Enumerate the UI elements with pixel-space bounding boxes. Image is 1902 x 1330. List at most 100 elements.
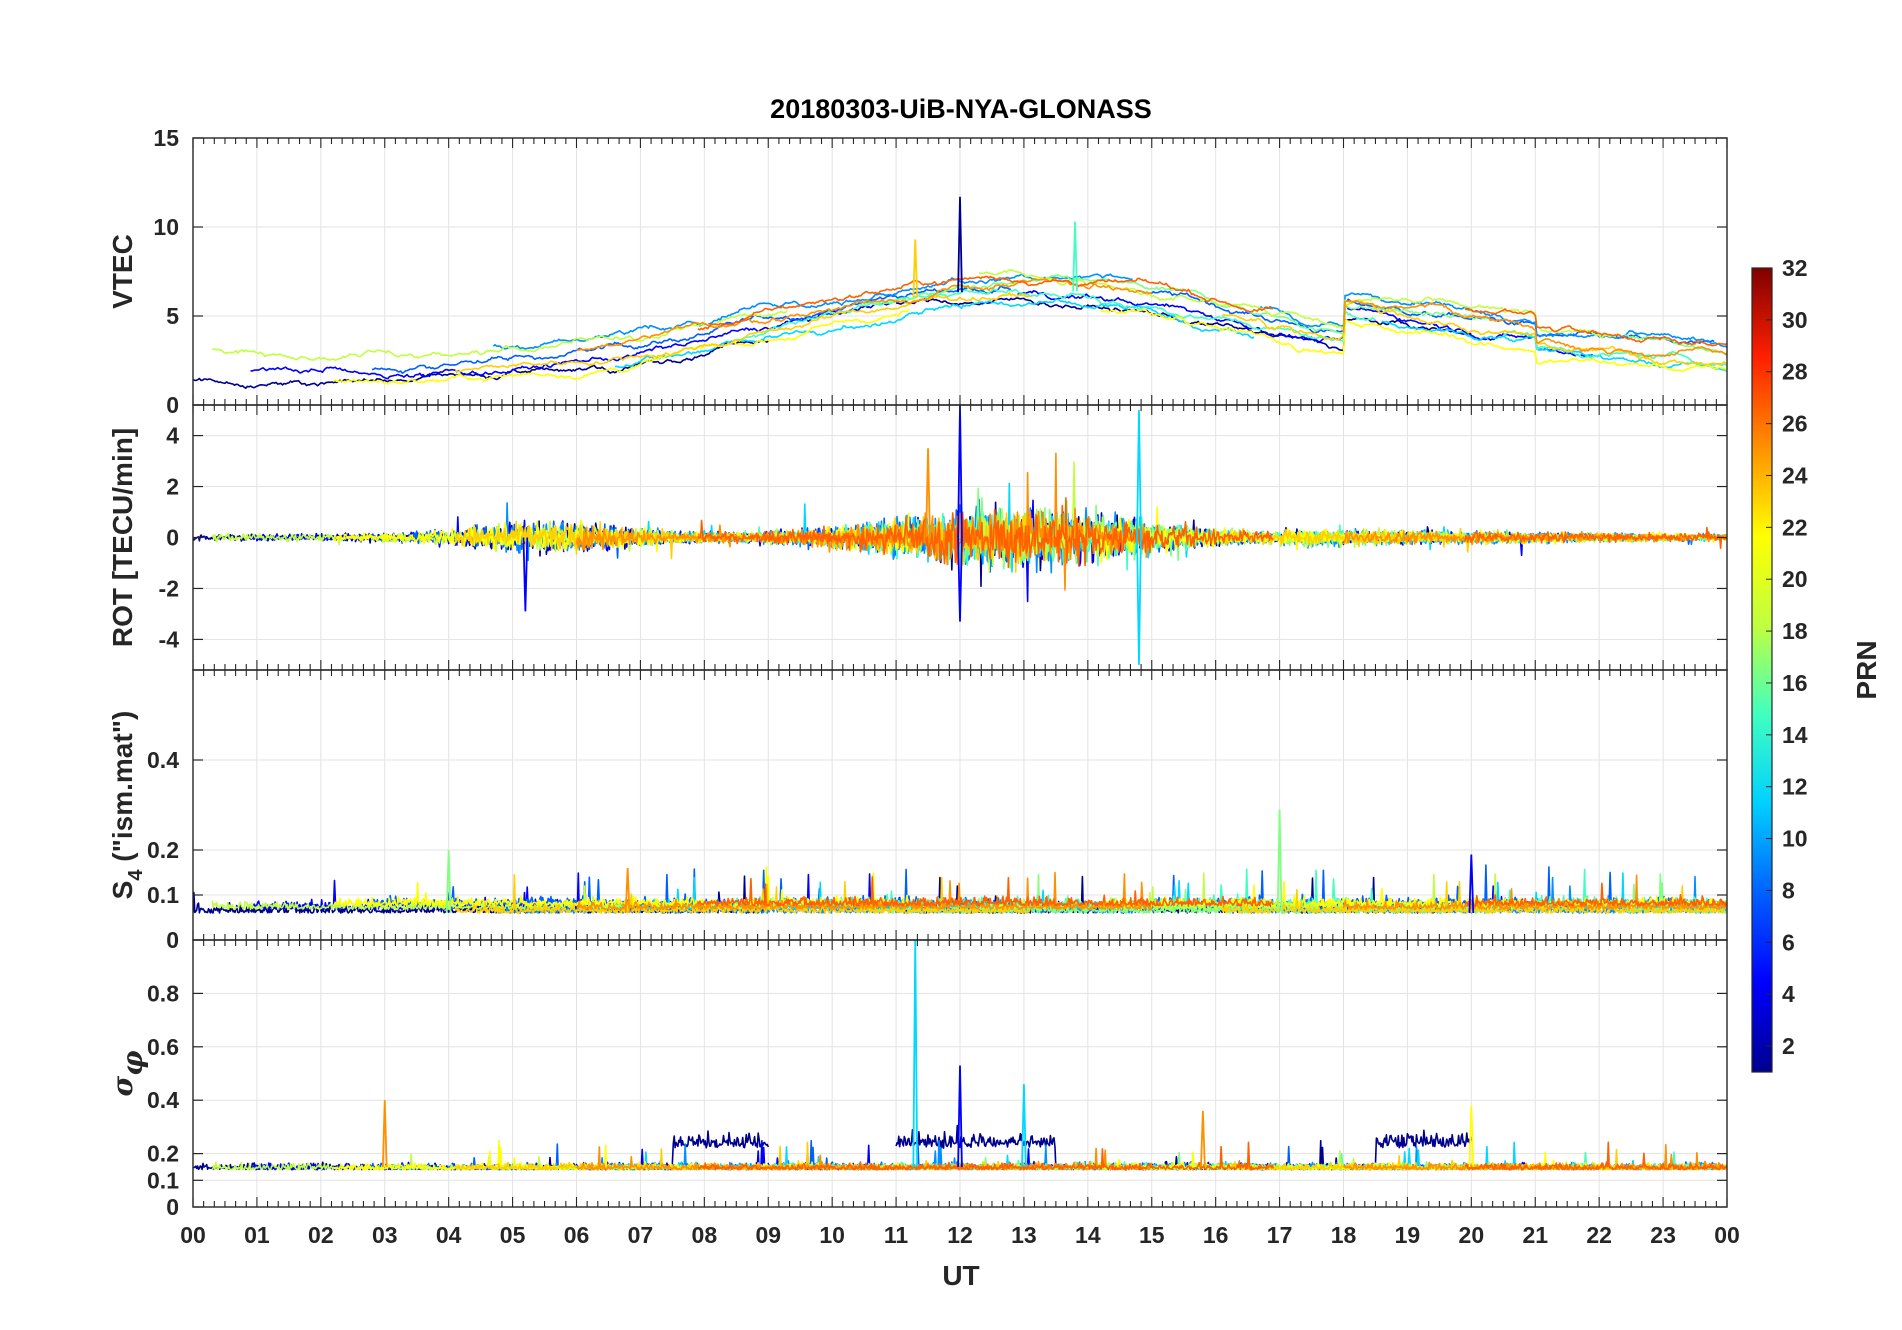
series-vtec-prn-22-seg-1 — [454, 292, 1031, 373]
x-tick-label: 17 — [1267, 1222, 1293, 1248]
colorbar-tick-label: 6 — [1782, 929, 1795, 955]
colorbar-tick-label: 26 — [1782, 411, 1808, 437]
series-group-sigma — [193, 940, 1727, 1171]
colorbar-tick-label: 32 — [1782, 255, 1808, 281]
y-tick-label-sigma: 0.2 — [147, 1141, 179, 1167]
series-vtec-prn-26-seg-0 — [1464, 308, 1727, 347]
y-tick-label-vtec: 5 — [166, 303, 179, 329]
x-tick-label: 13 — [1011, 1222, 1037, 1248]
x-tick-labels: 00 01 02 03 04 05 06 07 08 09 10 11 12 13 14 15 16 17 18 19… — [180, 1222, 1740, 1248]
series-vtec-prn-18-seg-0 — [978, 269, 1619, 339]
x-tick-label: 11 — [884, 1222, 909, 1248]
colorbar-tick-label: 18 — [1782, 618, 1808, 644]
spike-vtec-2 — [912, 239, 919, 298]
series-sigma-prn-22-seg-1 — [454, 1141, 1032, 1171]
x-tick-label: 02 — [308, 1222, 334, 1248]
y-tick-label-vtec: 15 — [153, 125, 179, 151]
y-tick-label-rot: -4 — [159, 626, 180, 652]
x-tick-label: 04 — [436, 1222, 462, 1248]
spike-sigma-0 — [912, 940, 919, 1167]
x-ticks-rot — [192, 405, 1728, 670]
x-tick-label: 12 — [947, 1222, 973, 1248]
y-tick-label-rot: -2 — [159, 575, 179, 601]
x-tick-label: 22 — [1586, 1222, 1612, 1248]
series-vtec-prn-22-seg-0 — [1221, 300, 1727, 366]
series-vtec-prn-2-seg-1 — [895, 297, 1472, 352]
y-tick-label-s4: 0.4 — [147, 747, 179, 773]
spike-s4-2 — [1468, 854, 1475, 914]
x-tick-label: 03 — [372, 1222, 398, 1248]
y-tick-label-sigma: 0.4 — [147, 1087, 179, 1113]
series-s4-prn-26-seg-1 — [697, 876, 1274, 907]
x-tick-label: 09 — [755, 1222, 781, 1248]
x-tick-label: 00 — [1714, 1222, 1740, 1248]
y-tick-label-rot: 2 — [166, 474, 179, 500]
series-sigma-prn-26-seg-0 — [1464, 1141, 1727, 1171]
y-tick-label-vtec: 10 — [153, 214, 179, 240]
spike-sigma-3 — [381, 1100, 388, 1167]
x-tick-label: 08 — [692, 1222, 718, 1248]
y-tick-label-rot: 4 — [166, 423, 179, 449]
y-tick-label-vtec: 0 — [166, 392, 179, 418]
series-vtec-prn-12-seg-0 — [614, 298, 1255, 369]
colorbar-tick-label: 30 — [1782, 307, 1808, 333]
panel-s4: 0 0.1 0.2 0.4S4 ("ism.mat") — [107, 669, 1728, 953]
colorbar-tick-label: 16 — [1782, 670, 1808, 696]
x-ticks-s4 — [192, 670, 1728, 941]
colorbar-tick-label: 10 — [1782, 826, 1808, 852]
series-group-rot — [193, 405, 1727, 665]
x-tick-label: 05 — [500, 1222, 526, 1248]
y-tick-label-s4: 0.2 — [147, 837, 179, 863]
x-axis-label: UT — [942, 1260, 979, 1291]
x-tick-label: 21 — [1522, 1222, 1548, 1248]
series-vtec-prn-14-seg-1 — [1502, 329, 1727, 367]
colorbar-gradient — [1751, 267, 1773, 1073]
series-vtec-prn-18-seg-1 — [211, 310, 788, 362]
x-tick-label: 01 — [244, 1222, 270, 1248]
series-rot-prn-26-seg-1 — [697, 497, 1274, 569]
series-sigma-prn-24-seg-0 — [1342, 1143, 1727, 1171]
x-tick-label: 20 — [1459, 1222, 1485, 1248]
y-tick-label-rot: 0 — [166, 525, 179, 551]
series-vtec-prn-24-seg-0 — [1342, 299, 1727, 358]
spike-s4-3 — [624, 867, 631, 914]
x-tick-label: 10 — [819, 1222, 845, 1248]
spike-rot-4 — [522, 537, 529, 612]
spike-vtec-0 — [957, 196, 963, 293]
series-vtec-prn-26-seg-1 — [697, 275, 1274, 331]
colorbar-label: PRN — [1851, 640, 1882, 699]
y-tick-label-sigma: 0 — [166, 1194, 179, 1220]
series-s4-prn-26-seg-0 — [1464, 882, 1727, 907]
series-s4-prn-24-seg-0 — [1342, 874, 1727, 911]
spike-vtec-1 — [1072, 221, 1078, 292]
x-tick-label: 00 — [180, 1222, 206, 1248]
x-tick-label: 19 — [1395, 1222, 1421, 1248]
grid-sigma — [193, 940, 1727, 1208]
spike-rot-2 — [1136, 537, 1142, 665]
y-tick-label-sigma: 0.6 — [147, 1034, 179, 1060]
series-vtec-prn-5-seg-0 — [250, 302, 890, 380]
series-sigma-prn-24-seg-1 — [575, 1146, 1153, 1171]
y-axis-label-rot: ROT [TECU/min] — [107, 428, 138, 647]
colorbar-tick-label: 20 — [1782, 566, 1808, 592]
x-ticks-sigma — [192, 940, 1728, 1208]
colorbar-tick-label: 2 — [1782, 1033, 1795, 1059]
x-tick-label: 07 — [628, 1222, 654, 1248]
series-sigma-prn-26-seg-1 — [697, 1141, 1274, 1171]
colorbar-tick-label: 4 — [1782, 981, 1795, 1007]
spike-rot-5 — [925, 448, 931, 538]
y-tick-label-sigma: 0.8 — [147, 980, 179, 1006]
series-vtec-prn-24-seg-1 — [576, 277, 1152, 352]
spike-sigma-2 — [1021, 1084, 1027, 1167]
series-group-s4 — [193, 809, 1727, 914]
spike-s4-0 — [1276, 809, 1283, 914]
y-tick-label-sigma: 0.1 — [147, 1167, 179, 1193]
x-tick-label: 06 — [564, 1222, 590, 1248]
y-axis-label-vtec: VTEC — [107, 234, 138, 309]
colorbar-tick-label: 24 — [1782, 462, 1808, 488]
y-axis-label-s4: S4 ("ism.mat") — [107, 711, 147, 900]
series-s4-prn-20-seg-1 — [332, 866, 910, 907]
